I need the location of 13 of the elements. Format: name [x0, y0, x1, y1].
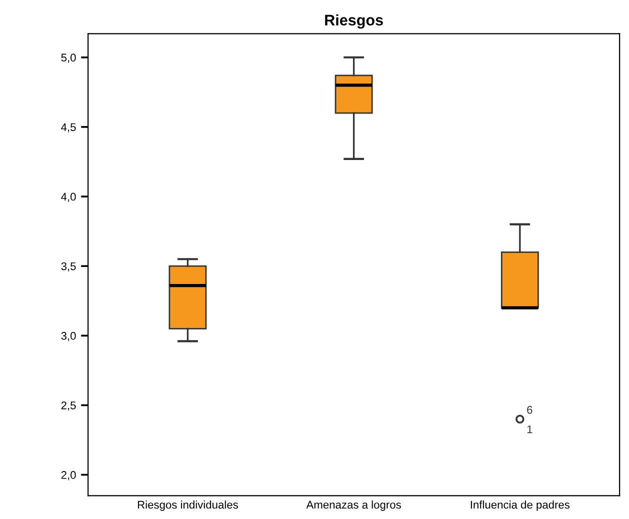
annotation: 1 — [527, 425, 532, 434]
x-tick-label: Riesgos individuales — [138, 500, 238, 511]
y-tick-label: 2,5 — [61, 401, 76, 411]
y-tick-label: 5,0 — [61, 54, 76, 63]
annotation: 6 — [527, 406, 532, 414]
chart-title: Riesgos — [325, 14, 383, 29]
y-tick-label: 2,0 — [61, 471, 76, 480]
y-tick-label: 4,0 — [61, 192, 76, 202]
y-tick-label: 3,5 — [61, 262, 76, 272]
y-tick-label: 3,0 — [61, 332, 76, 342]
x-tick-label: Amenazas a logros — [306, 500, 401, 511]
y-tick-label: 4,5 — [61, 123, 76, 132]
x-tick-label: Influencia de padres — [470, 500, 570, 511]
